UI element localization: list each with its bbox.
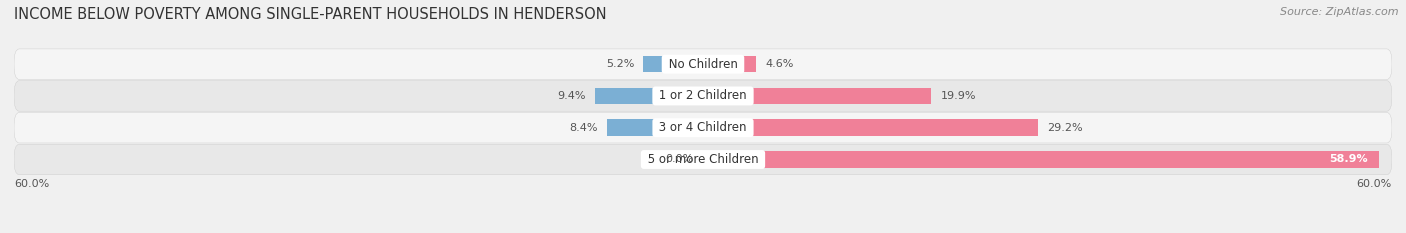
Bar <box>703 88 932 104</box>
Text: 0.0%: 0.0% <box>665 154 693 164</box>
Text: 60.0%: 60.0% <box>14 179 49 189</box>
Text: 5.2%: 5.2% <box>606 59 634 69</box>
Text: Source: ZipAtlas.com: Source: ZipAtlas.com <box>1281 7 1399 17</box>
Bar <box>703 151 1379 168</box>
Text: No Children: No Children <box>665 58 741 71</box>
Text: 9.4%: 9.4% <box>557 91 586 101</box>
Text: 4.6%: 4.6% <box>765 59 793 69</box>
Text: 29.2%: 29.2% <box>1047 123 1083 133</box>
Bar <box>644 56 703 72</box>
Text: 19.9%: 19.9% <box>941 91 976 101</box>
Text: 3 or 4 Children: 3 or 4 Children <box>655 121 751 134</box>
Bar <box>697 151 703 168</box>
Bar <box>606 120 703 136</box>
FancyBboxPatch shape <box>14 81 1392 111</box>
Text: 8.4%: 8.4% <box>569 123 598 133</box>
Text: 1 or 2 Children: 1 or 2 Children <box>655 89 751 103</box>
Legend: Single Father, Single Mother: Single Father, Single Mother <box>591 230 815 233</box>
FancyBboxPatch shape <box>14 144 1392 175</box>
Text: INCOME BELOW POVERTY AMONG SINGLE-PARENT HOUSEHOLDS IN HENDERSON: INCOME BELOW POVERTY AMONG SINGLE-PARENT… <box>14 7 606 22</box>
Text: 5 or more Children: 5 or more Children <box>644 153 762 166</box>
FancyBboxPatch shape <box>14 49 1392 79</box>
Bar <box>595 88 703 104</box>
Bar <box>703 120 1038 136</box>
Text: 58.9%: 58.9% <box>1329 154 1368 164</box>
FancyBboxPatch shape <box>14 113 1392 143</box>
Bar <box>703 56 756 72</box>
Text: 60.0%: 60.0% <box>1357 179 1392 189</box>
